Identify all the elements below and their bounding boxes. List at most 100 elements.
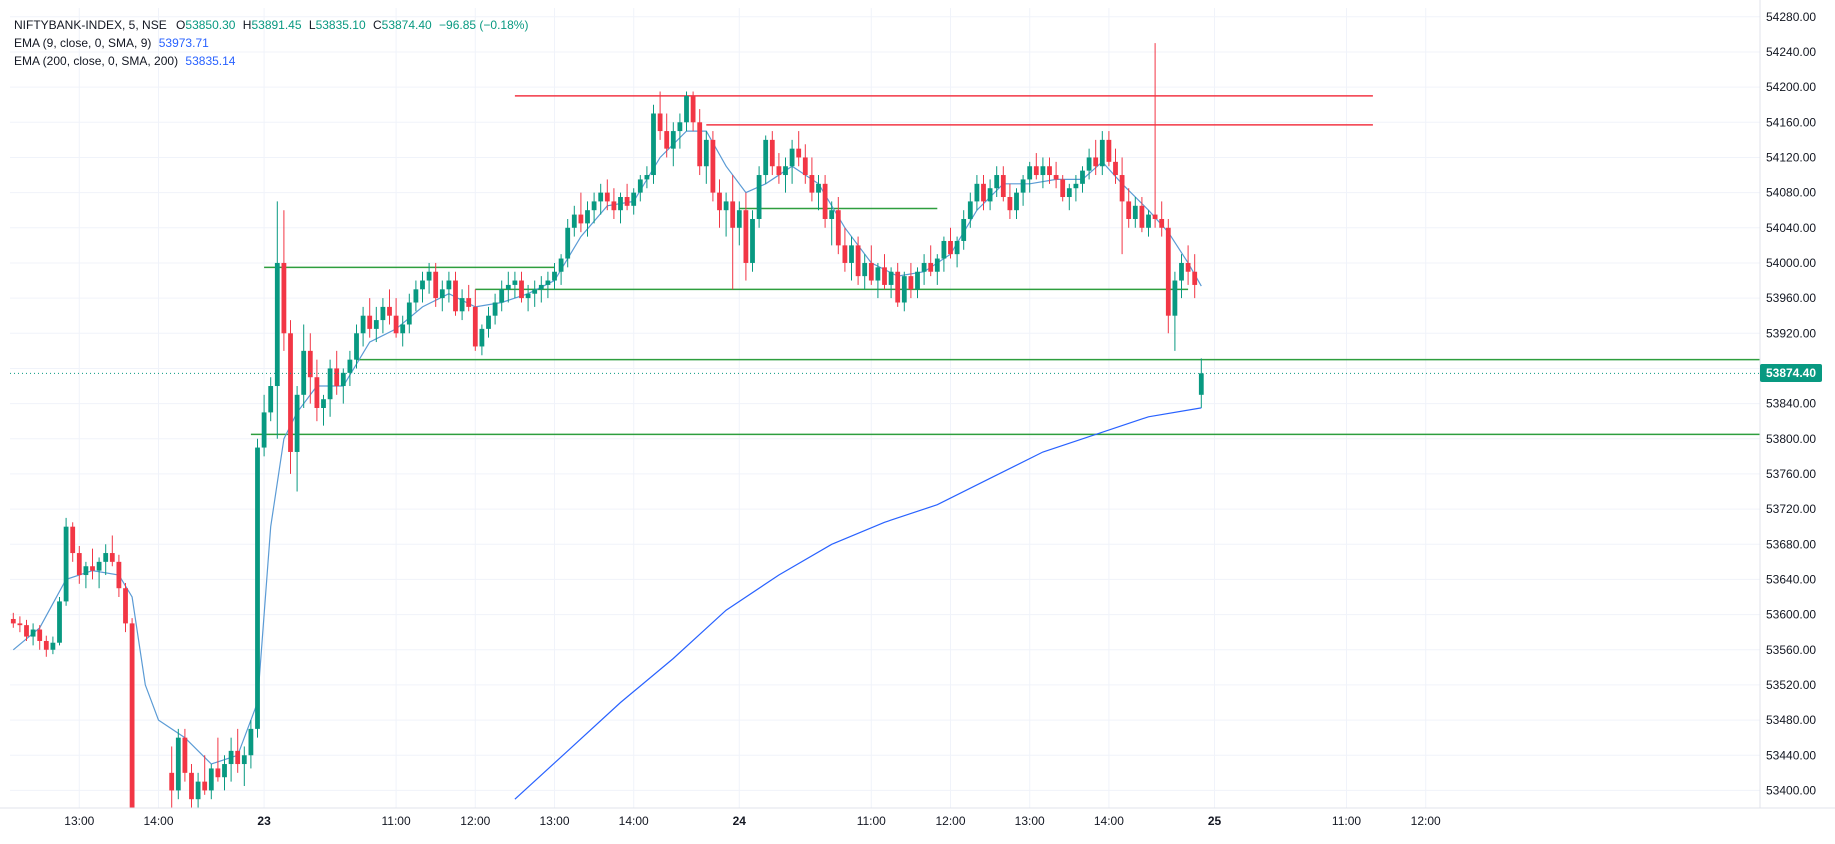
candle-body: [763, 139, 769, 176]
candle-body: [1007, 197, 1013, 211]
ema9-legend: EMA (9, close, 0, SMA, 9) 53973.71: [14, 34, 528, 52]
candle: [888, 267, 894, 299]
candle: [208, 764, 214, 800]
candle-body: [710, 139, 716, 193]
candle-body: [222, 764, 227, 778]
time-tick-label: 13:00: [1015, 814, 1045, 828]
candle: [1033, 153, 1039, 180]
candle: [789, 139, 795, 184]
ema9-label: EMA (9, close, 0, SMA, 9): [14, 36, 152, 50]
candle-body: [644, 175, 650, 180]
candle-body: [169, 772, 175, 791]
candle: [868, 245, 874, 285]
candle: [222, 755, 227, 791]
candle: [961, 210, 967, 250]
candle: [809, 157, 815, 202]
candle-body: [776, 166, 782, 176]
candle: [908, 262, 914, 299]
close-label: C: [372, 18, 382, 32]
candle: [921, 254, 927, 285]
candle-body: [1192, 271, 1198, 285]
ema9-value: 53973.71: [158, 36, 209, 50]
candle-body: [690, 95, 696, 123]
candle: [954, 236, 960, 268]
candle-body: [921, 262, 927, 272]
candle-body: [274, 262, 280, 387]
candle: [1126, 188, 1132, 228]
candle: [723, 192, 729, 237]
candle: [492, 293, 498, 325]
price-axis[interactable]: 53400.00 53440.00 53480.00 53520.00 53560.00…: [1759, 0, 1816, 808]
time-axis[interactable]: 13:00 14:00 23 11:00 12:00 13:00 14:00 24 11:00 1…: [0, 807, 1835, 828]
candle-body: [743, 210, 749, 263]
open-value: 53850.30: [185, 18, 236, 32]
ema200-legend: EMA (200, close, 0, SMA, 200) 53835.14: [14, 52, 528, 70]
candle: [499, 280, 505, 312]
candle-body: [70, 526, 76, 554]
candle-body: [492, 302, 498, 316]
candle: [83, 561, 89, 589]
candle: [1073, 175, 1079, 202]
price-tick-label: 53400.00: [1766, 783, 1816, 797]
candle-body: [882, 267, 887, 285]
candle: [400, 315, 406, 347]
candle: [552, 262, 557, 290]
time-tick-label: 14:00: [1094, 814, 1124, 828]
candle-body: [981, 183, 986, 202]
candle: [710, 131, 716, 202]
ema200-series: [514, 407, 1202, 800]
price-tick-label: 53560.00: [1766, 643, 1816, 657]
candle-body: [651, 113, 656, 176]
candle-body: [1198, 373, 1204, 395]
candle-body: [565, 227, 571, 259]
candle-body: [63, 526, 69, 602]
candle: [1172, 271, 1178, 351]
candle: [255, 438, 260, 738]
candle-body: [1152, 214, 1158, 219]
candle: [413, 280, 419, 312]
candle: [1093, 139, 1099, 176]
candle: [981, 175, 986, 211]
candle: [624, 183, 630, 211]
candle-body: [908, 276, 914, 290]
candle-body: [393, 315, 399, 334]
candle-body: [664, 131, 670, 149]
price-tick-label: 53840.00: [1766, 397, 1816, 411]
high-label: H: [242, 18, 252, 32]
candle-body: [1139, 205, 1145, 228]
price-tick-label: 53680.00: [1766, 537, 1816, 551]
candle-body: [30, 629, 36, 637]
candle: [1066, 183, 1072, 211]
close-value: 53874.40: [381, 18, 432, 32]
price-tick-label: 54000.00: [1766, 256, 1816, 270]
price-tick-label: 54280.00: [1766, 10, 1816, 24]
open-label: O: [176, 18, 186, 32]
candle-body: [1000, 175, 1006, 198]
candle-body: [703, 139, 709, 167]
candle: [459, 289, 465, 321]
candle: [598, 183, 604, 215]
candle-body: [406, 302, 412, 325]
candle-body: [1099, 139, 1105, 167]
candle: [915, 267, 920, 299]
candle: [189, 764, 194, 808]
candle-body: [591, 201, 597, 211]
candle: [479, 324, 485, 356]
candle: [934, 254, 940, 285]
candle: [17, 616, 23, 633]
candle-body: [334, 368, 340, 387]
candle-body: [994, 175, 1000, 189]
candle-body: [974, 183, 980, 202]
price-tick-label: 53920.00: [1766, 326, 1816, 340]
symbol-label: NIFTYBANK-INDEX, 5, NSE: [14, 18, 167, 32]
candle-body: [558, 258, 564, 272]
candle-body: [1126, 201, 1132, 219]
candle: [987, 179, 993, 211]
candle-body: [24, 625, 29, 637]
candle: [1020, 175, 1026, 206]
candle: [591, 192, 597, 224]
time-tick-label: 23: [257, 814, 271, 828]
candle-body: [1185, 262, 1191, 272]
candle-body: [1146, 214, 1151, 228]
